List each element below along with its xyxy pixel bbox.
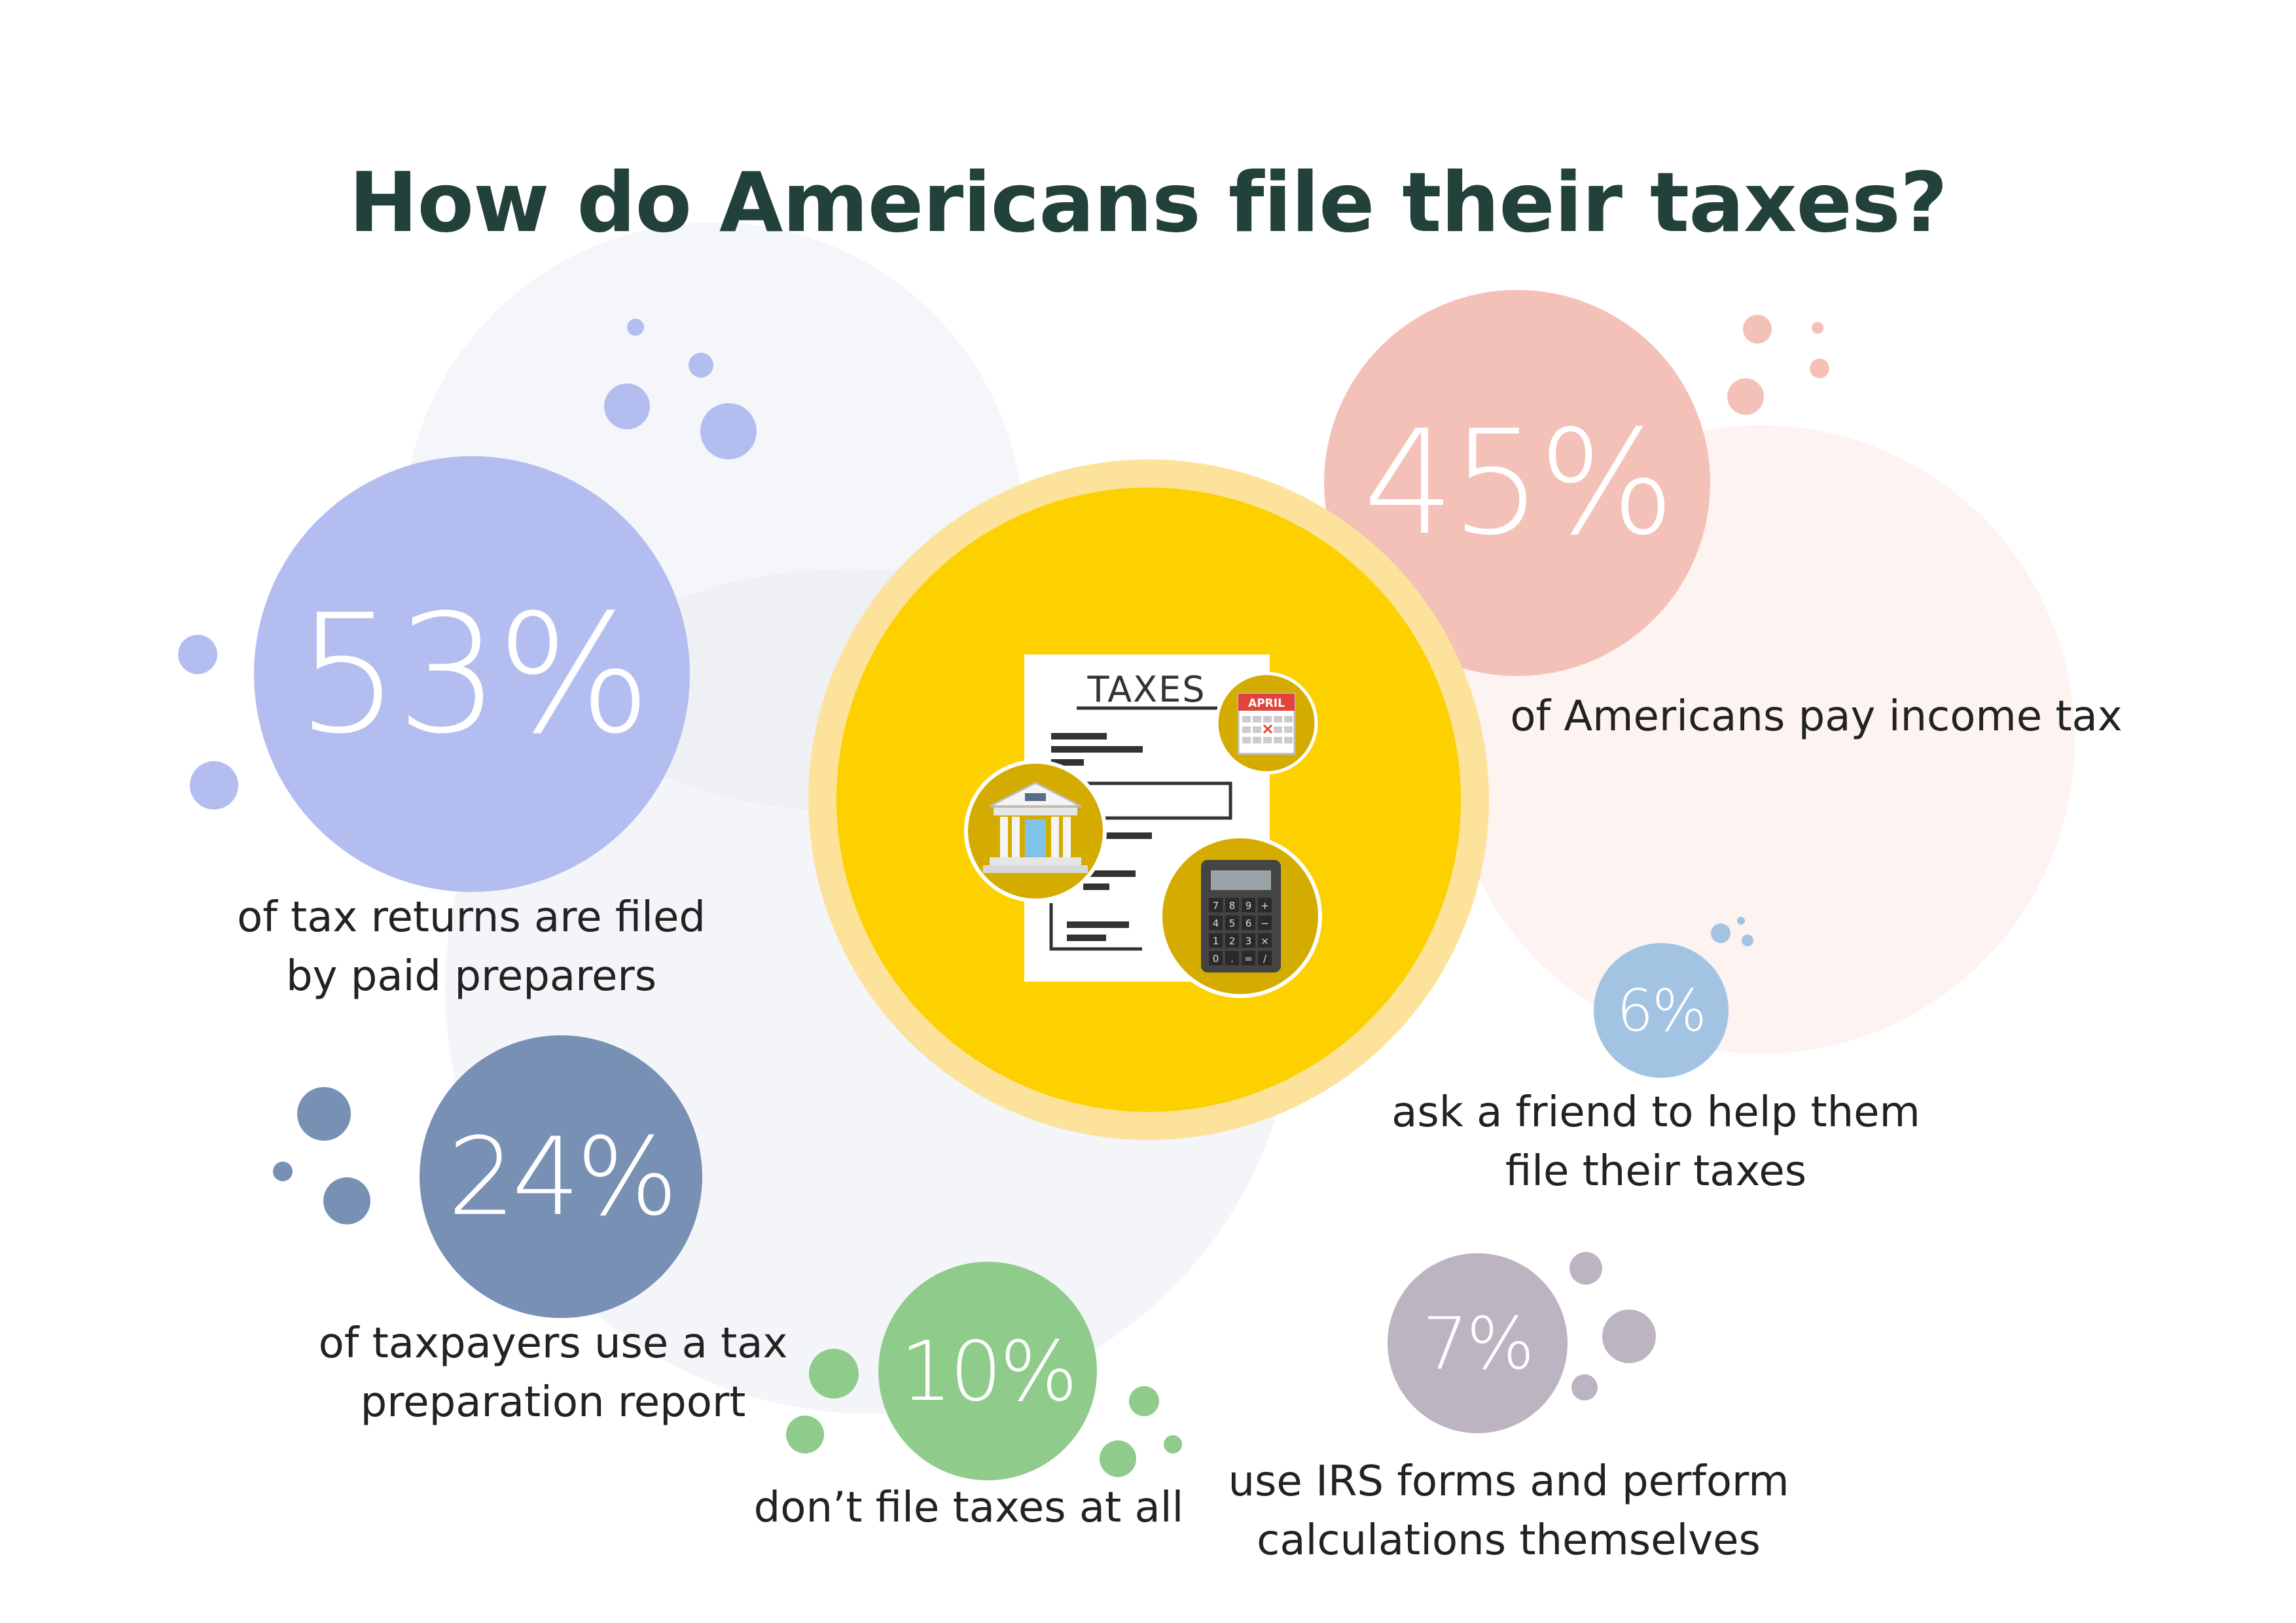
calculator-key-label: 5 (1229, 918, 1236, 929)
calculator-key-label: × (1261, 935, 1269, 947)
decor-dot (809, 1349, 859, 1399)
calculator-key (1258, 916, 1272, 930)
stat-value-pay-income-tax: 45% (1363, 399, 1676, 567)
calculator-key (1209, 898, 1223, 912)
decor-dot (786, 1416, 824, 1454)
decor-dot (1571, 1374, 1598, 1400)
stat-caption-tax-prep-report: of taxpayers use a tax preparation repor… (318, 1319, 788, 1427)
decor-dot (1100, 1440, 1136, 1477)
calculator-key (1258, 933, 1272, 948)
stat-circle-paid-preparers (254, 456, 690, 892)
calculator-key-label: 2 (1229, 935, 1236, 947)
calculator-key (1225, 951, 1239, 965)
calendar-icon: APRIL (1215, 671, 1318, 775)
calculator-key (1242, 916, 1255, 930)
calculator-key (1209, 951, 1223, 965)
stat-caption-irs-forms: use IRS forms and perform calculations t… (1228, 1457, 1789, 1565)
bank-icon (964, 760, 1107, 902)
calculator-key (1242, 933, 1255, 948)
calendar-label: APRIL (1248, 697, 1285, 710)
decor-dot (1727, 378, 1764, 415)
calculator-key-label: 4 (1213, 918, 1219, 929)
decor-dot (627, 319, 644, 336)
decor-dot (1743, 315, 1772, 344)
calculator-key-label: 0 (1213, 953, 1219, 965)
calculator-icon: 7 8 9 +4 5 6 − 1 2 3 × 0. = / (1158, 834, 1322, 998)
decor-dot (1742, 935, 1753, 946)
decor-dot (1570, 1252, 1602, 1285)
calculator-key (1225, 898, 1239, 912)
tax-document-icon: TAXES APRIL (964, 654, 1322, 998)
calculator-key-label: 9 (1246, 900, 1252, 912)
stat-value-irs-forms: 7% (1422, 1301, 1535, 1385)
stat-caption-paid-preparers: of tax returns are filed by paid prepare… (237, 893, 706, 1001)
decor-dot (604, 383, 650, 429)
decor-dot (1711, 923, 1731, 943)
calculator-key (1258, 898, 1272, 912)
decor-dot (1737, 917, 1745, 925)
stat-caption-ask-friend: ask a friend to help them file their tax… (1391, 1088, 1920, 1196)
stat-value-paid-preparers: 53% (296, 579, 652, 770)
decor-dot (1602, 1310, 1656, 1363)
calculator-key-label: 7 (1213, 900, 1219, 912)
calculator-key (1209, 916, 1223, 930)
decor-dot (323, 1177, 370, 1224)
stat-value-ask-friend: 6% (1617, 976, 1707, 1044)
decor-dot (273, 1162, 293, 1181)
calculator-key-label: 6 (1246, 918, 1252, 929)
stat-caption-pay-income-tax: of Americans pay income tax (1510, 692, 2123, 741)
calculator-key (1209, 933, 1223, 948)
calculator-key (1242, 951, 1255, 965)
calculator-key-label: / (1263, 953, 1267, 965)
calculator-key (1242, 898, 1255, 912)
stat-circle-dont-file (878, 1262, 1097, 1480)
stat-circle-ask-friend (1594, 943, 1729, 1078)
tax-document-heading: TAXES (1086, 669, 1206, 710)
calculator-key-label: + (1261, 900, 1269, 912)
decor-dot (297, 1087, 351, 1141)
calculator-key-label: 8 (1229, 900, 1236, 912)
calculator-key (1225, 916, 1239, 930)
calculator-key-label: . (1230, 953, 1234, 965)
stat-circle-irs-forms (1388, 1253, 1568, 1433)
decor-dot (700, 403, 757, 459)
calculator-key-label: 1 (1213, 935, 1219, 947)
page-title: How do Americans file their taxes? (349, 154, 1948, 251)
decor-dot (1810, 359, 1829, 378)
calculator-key (1258, 951, 1272, 965)
stat-caption-dont-file: don’t file taxes at all (753, 1484, 1184, 1532)
decor-dot (689, 353, 713, 378)
decor-dot (1129, 1386, 1159, 1416)
calculator-key-label: = (1244, 953, 1253, 965)
decor-dot (1164, 1435, 1182, 1454)
calculator-key-label: 3 (1246, 935, 1252, 947)
decor-dot (178, 635, 217, 674)
decor-dot (1812, 322, 1823, 334)
calculator-key-label: − (1261, 918, 1269, 929)
decor-dot (190, 761, 238, 810)
stat-value-tax-prep-report: 24% (447, 1114, 679, 1240)
stat-circle-tax-prep-report (420, 1035, 702, 1318)
stat-value-dont-file: 10% (899, 1323, 1078, 1419)
calculator-key (1225, 933, 1239, 948)
